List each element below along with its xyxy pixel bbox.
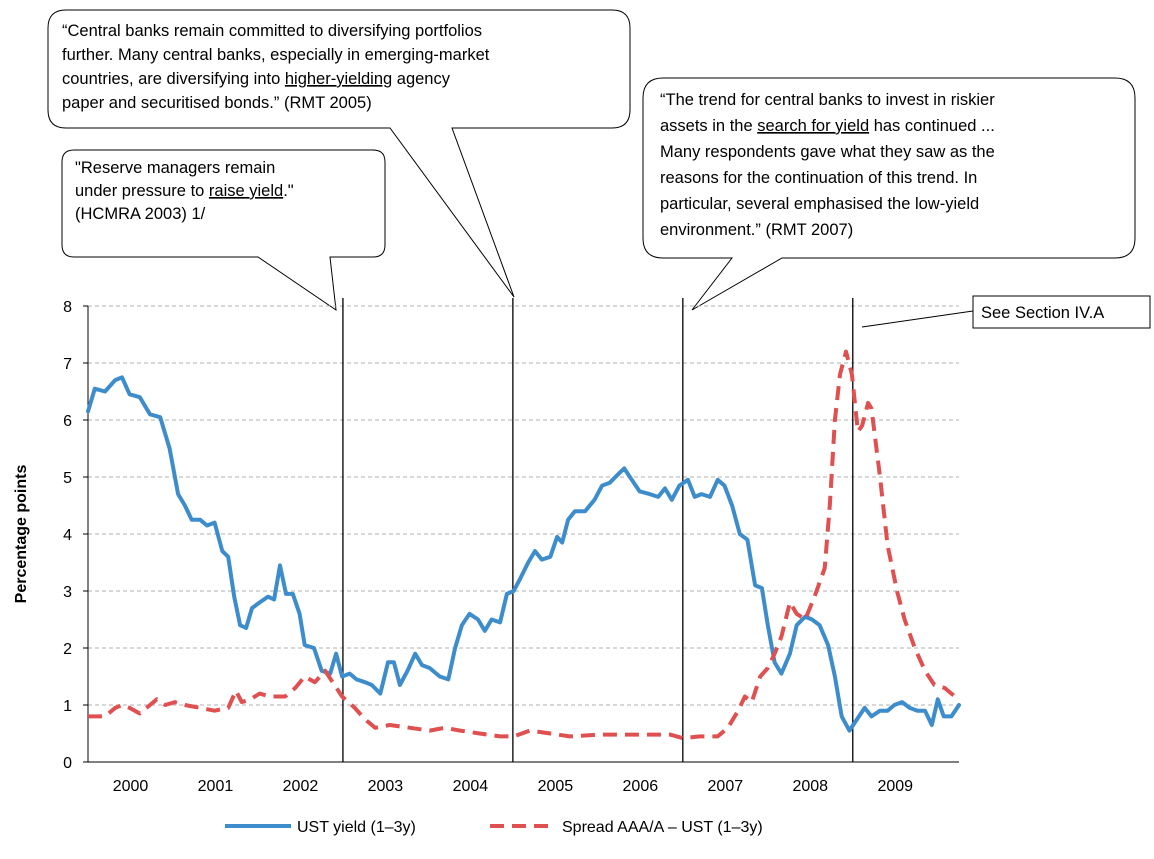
x-tick-label: 2009 [877, 778, 913, 795]
series-line [86, 375, 961, 733]
underlined-text: raise yield [209, 182, 283, 200]
text-span: assets in the [660, 117, 757, 135]
x-tick-label: 2002 [283, 778, 319, 795]
text-span: countries, are diversifying into [62, 70, 285, 88]
annotation-text: particular, several emphasised the low-y… [660, 195, 979, 213]
y-tick-label: 1 [63, 698, 72, 715]
y-tick-label: 0 [63, 755, 72, 772]
callout-bubble [47, 9, 631, 298]
y-tick-label: 3 [63, 584, 72, 601]
y-tick-label: 5 [63, 470, 72, 487]
y-tick-label: 4 [63, 527, 72, 544]
x-tick-label: 2008 [792, 778, 828, 795]
text-span: ." [283, 182, 294, 200]
legend-label: Spread AAA/A – UST (1–3y) [562, 819, 763, 836]
annotation-text: assets in the search for yield has conti… [660, 117, 995, 135]
text-span: under pressure to [75, 182, 209, 200]
annotation-text: countries, are diversifying into higher-… [62, 70, 451, 88]
y-tick-label: 7 [63, 356, 72, 373]
annotation-text: "Reserve managers remain [75, 159, 275, 177]
annotation-text: under pressure to raise yield." [75, 182, 294, 200]
annotation-text: Many respondents gave what they saw as t… [660, 143, 995, 161]
underlined-text: search for yield [757, 117, 869, 135]
callout-bubble [61, 149, 386, 312]
series-line [88, 349, 961, 741]
annotation-text: further. Many central banks, especially … [62, 46, 490, 64]
x-tick-label: 2004 [453, 778, 489, 795]
y-tick-label: 6 [63, 413, 72, 430]
annotation-text: (HCMRA 2003) 1/ [75, 205, 206, 223]
underlined-text: higher-yielding [285, 70, 392, 88]
x-tick-label: 2000 [113, 778, 149, 795]
text-span: has continued ... [869, 117, 995, 135]
y-tick-label: 8 [63, 299, 72, 316]
annotation-text: See Section IV.A [981, 304, 1104, 322]
callout-pointer [861, 310, 974, 328]
callout-bubble [642, 77, 1136, 311]
y-tick-label: 2 [63, 641, 72, 658]
x-tick-label: 2001 [198, 778, 234, 795]
x-tick-label: 2005 [538, 778, 574, 795]
callout-box [972, 295, 1151, 329]
x-tick-label: 2007 [708, 778, 744, 795]
x-tick-label: 2006 [623, 778, 659, 795]
text-span: agency [392, 70, 451, 88]
x-tick-label: 2003 [368, 778, 404, 795]
y-axis-label: Percentage points [13, 465, 30, 604]
annotation-text: reasons for the continuation of this tre… [660, 169, 977, 187]
annotation-text: “Central banks remain committed to diver… [62, 22, 482, 40]
annotation-text: environment.” (RMT 2007) [660, 221, 853, 239]
legend-label: UST yield (1–3y) [297, 819, 416, 836]
annotation-text: paper and securitised bonds.” (RMT 2005) [62, 94, 372, 112]
annotation-text: “The trend for central banks to invest i… [660, 91, 995, 109]
